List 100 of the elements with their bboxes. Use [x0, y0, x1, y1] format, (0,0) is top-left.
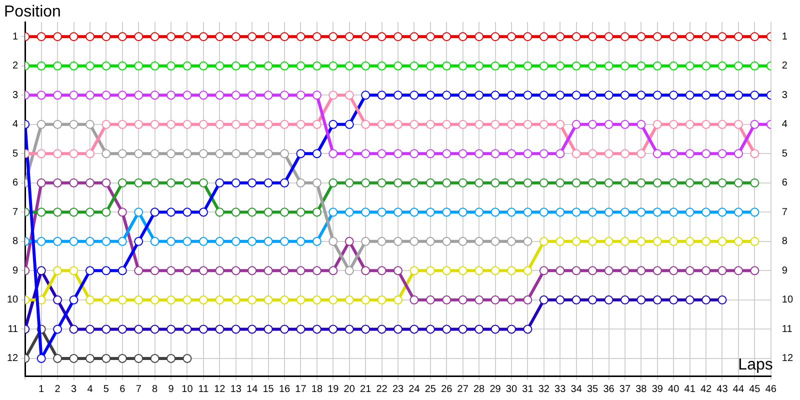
- point: [36, 354, 46, 363]
- point: [182, 354, 192, 363]
- x-tick-label: 40: [668, 384, 680, 395]
- point: [215, 208, 224, 217]
- point: [248, 32, 257, 42]
- point: [377, 90, 386, 100]
- point: [652, 295, 662, 304]
- point: [702, 266, 711, 276]
- point: [490, 236, 500, 246]
- point: [734, 178, 743, 188]
- point: [182, 295, 192, 304]
- point: [36, 266, 46, 276]
- point: [604, 236, 614, 246]
- point: [604, 295, 614, 304]
- point: [231, 178, 240, 188]
- point: [248, 324, 257, 334]
- point: [198, 178, 208, 188]
- point: [85, 354, 94, 363]
- point: [394, 178, 402, 188]
- point: [85, 149, 94, 158]
- point: [750, 236, 760, 246]
- point: [442, 149, 452, 158]
- point: [231, 208, 240, 217]
- point: [134, 324, 144, 334]
- point: [523, 266, 532, 276]
- x-tick-label: 45: [749, 384, 761, 395]
- point: [215, 236, 224, 246]
- point: [750, 120, 760, 129]
- point: [264, 208, 273, 217]
- x-tick-label: 15: [262, 384, 274, 395]
- x-tick-label: 13: [230, 384, 242, 395]
- point: [410, 324, 419, 334]
- point: [426, 32, 435, 42]
- point: [426, 120, 435, 129]
- x-tick-label: 30: [506, 384, 518, 395]
- point: [280, 324, 290, 334]
- point: [344, 236, 354, 246]
- point: [588, 178, 598, 188]
- y-tick-label: 8: [12, 236, 19, 248]
- point: [539, 120, 548, 129]
- point: [588, 149, 598, 158]
- point: [620, 120, 630, 129]
- point: [198, 90, 208, 100]
- point: [182, 208, 192, 217]
- point: [118, 324, 127, 334]
- point: [69, 90, 78, 100]
- point: [523, 178, 532, 188]
- point: [458, 266, 468, 276]
- point: [702, 295, 711, 304]
- point: [442, 324, 452, 334]
- point: [150, 120, 160, 129]
- point: [377, 32, 386, 42]
- x-tick-label: 28: [474, 384, 486, 395]
- point: [53, 354, 62, 363]
- point: [604, 208, 614, 217]
- x-tick-label: 39: [652, 384, 664, 395]
- point: [312, 266, 322, 276]
- point: [198, 324, 208, 334]
- point: [69, 149, 78, 158]
- point: [150, 149, 160, 158]
- point: [69, 178, 78, 188]
- point: [685, 295, 694, 304]
- point: [685, 32, 694, 42]
- point: [248, 90, 257, 100]
- point: [572, 208, 581, 217]
- y2-tick-label: 2: [782, 60, 788, 72]
- point: [166, 61, 176, 70]
- point: [85, 120, 94, 129]
- y2-tick-label: 3: [782, 90, 788, 101]
- point: [426, 266, 435, 276]
- point: [539, 208, 548, 217]
- y-tick-label: 9: [12, 265, 19, 276]
- point: [394, 324, 402, 334]
- point: [36, 61, 46, 70]
- point: [474, 178, 484, 188]
- point: [344, 90, 354, 100]
- point: [166, 149, 176, 158]
- point: [344, 32, 354, 42]
- y2-tick-label: 11: [782, 324, 793, 335]
- point: [604, 120, 614, 129]
- point: [426, 61, 435, 70]
- point: [410, 149, 419, 158]
- point: [750, 178, 760, 188]
- point: [150, 178, 160, 188]
- x-tick-label: 22: [376, 384, 388, 395]
- point: [85, 324, 94, 334]
- point: [150, 208, 160, 217]
- point: [750, 266, 760, 276]
- point: [718, 32, 727, 42]
- point: [750, 61, 760, 70]
- point: [166, 120, 176, 129]
- point: [685, 61, 694, 70]
- point: [312, 90, 322, 100]
- point: [410, 32, 419, 42]
- point: [264, 90, 273, 100]
- point: [166, 208, 176, 217]
- point: [53, 120, 62, 129]
- point: [556, 266, 565, 276]
- point: [312, 324, 322, 334]
- point: [361, 32, 370, 42]
